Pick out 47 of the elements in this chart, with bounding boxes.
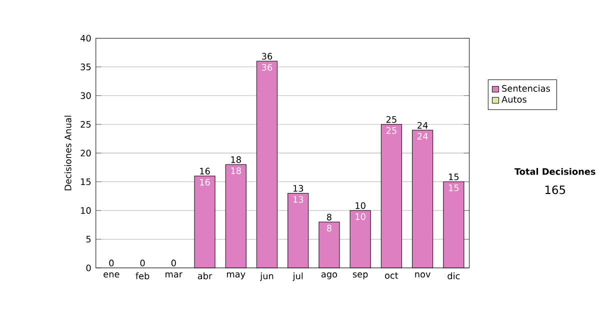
total-label: 10 xyxy=(356,202,366,209)
x-tick-label: ene xyxy=(104,272,120,278)
data-label: 24 xyxy=(418,132,428,140)
y-tick-label: 15 xyxy=(81,178,91,185)
total-label: 24 xyxy=(418,122,428,128)
data-label: 15 xyxy=(448,184,459,191)
y-axis-title: Decisiones Anual xyxy=(64,116,72,190)
total-label: 36 xyxy=(262,52,272,60)
x-tick-label: dic xyxy=(448,272,460,280)
data-label: 16 xyxy=(200,178,210,186)
x-tick-label: mar xyxy=(166,272,183,278)
data-label: 36 xyxy=(262,64,272,70)
y-tick-label: 35 xyxy=(80,63,91,70)
x-tick-label: may xyxy=(227,272,246,280)
y-tick-label: 5 xyxy=(86,236,91,242)
total-label: 0 xyxy=(140,259,145,266)
legend-label: Sentencias xyxy=(502,84,550,92)
total-label: 25 xyxy=(386,116,396,123)
y-tick-label: 40 xyxy=(80,34,91,42)
total-label: 16 xyxy=(200,168,210,174)
y-tick-label: 30 xyxy=(80,92,91,99)
data-label: 25 xyxy=(386,126,396,134)
x-tick-label: ago xyxy=(321,272,338,280)
total-label: 13 xyxy=(293,184,304,192)
x-tick-label: oct xyxy=(385,272,398,279)
total-label: 18 xyxy=(231,156,241,163)
x-tick-label: jul xyxy=(292,272,303,281)
y-tick-label: 25 xyxy=(80,120,91,128)
data-label: 13 xyxy=(293,196,304,203)
y-tick-label: 10 xyxy=(81,206,91,214)
text: Total Decisiones xyxy=(514,168,596,175)
x-tick-label: nov xyxy=(415,272,430,278)
data-label: 8 xyxy=(326,224,332,232)
x-tick-label: abr xyxy=(198,272,212,280)
data-label: 10 xyxy=(356,213,366,220)
y-tick-label: 20 xyxy=(80,149,91,156)
total-label: 0 xyxy=(171,259,176,266)
y-tick-label: 0 xyxy=(86,264,91,272)
x-tick-label: sep xyxy=(352,272,368,280)
data-label: 18 xyxy=(231,167,241,174)
x-tick-label: feb xyxy=(136,272,150,280)
text: 165 xyxy=(545,185,566,194)
legend-label: Autos xyxy=(502,96,526,102)
total-label: 8 xyxy=(326,214,332,220)
total-label: 15 xyxy=(448,173,459,180)
x-tick-label: jun xyxy=(260,272,274,281)
total-label: 0 xyxy=(109,259,114,266)
